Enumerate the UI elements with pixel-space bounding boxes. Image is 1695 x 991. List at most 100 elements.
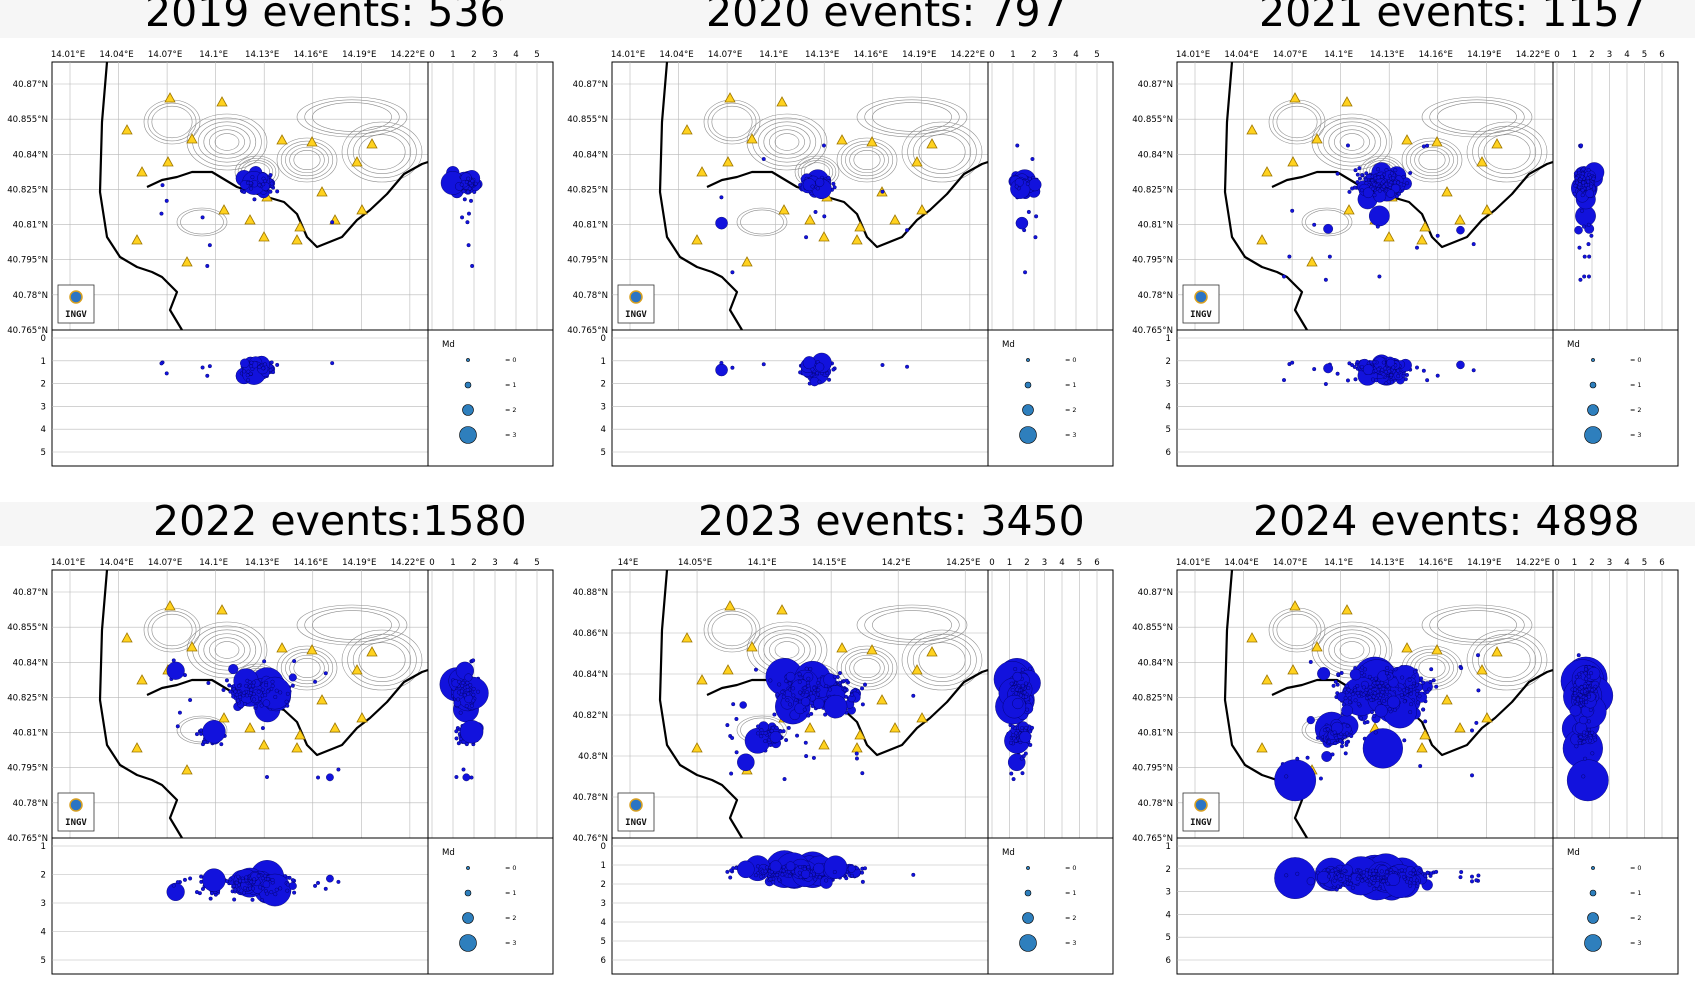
legend-label: = 1	[505, 889, 516, 897]
side-depth-tick: 5	[1094, 50, 1099, 60]
depth-tick-label: 3	[41, 402, 46, 412]
epicenter-marker	[1295, 757, 1299, 761]
epicenter-marker	[1371, 187, 1375, 191]
section-event-marker	[466, 692, 470, 696]
legend-label: = 2	[505, 406, 516, 414]
section-event-marker	[275, 888, 279, 892]
section-event-marker	[1027, 686, 1031, 690]
logo-text: INGV	[625, 818, 647, 828]
side-depth-tick: 0	[989, 558, 994, 568]
section-event-marker	[242, 891, 246, 895]
epicenter-marker	[262, 660, 266, 664]
side-depth-tick: 3	[492, 558, 497, 568]
epicenter-marker	[827, 176, 831, 180]
section-event-marker	[466, 688, 470, 692]
epicenter-marker	[787, 726, 791, 730]
epicenter-marker	[773, 713, 777, 717]
epicenter-marker	[1376, 681, 1380, 685]
lon-tick-label: 14.1°E	[199, 50, 228, 60]
epicenter-marker	[257, 690, 261, 694]
epicenter-marker	[292, 659, 296, 663]
lon-tick-label: 14.22°E	[391, 558, 425, 568]
legend-label: = 1	[1065, 889, 1076, 897]
section-event-marker	[1030, 726, 1034, 730]
ingv-logo: INGV	[1183, 793, 1219, 831]
epicenter-marker	[263, 700, 270, 707]
lon-tick-label: 14.01°E	[611, 50, 645, 60]
epicenter-marker	[806, 684, 810, 688]
epicenter-marker	[1339, 739, 1343, 743]
section-event-marker	[754, 873, 758, 877]
magnitude-legend: Md= 0= 1= 2= 3	[988, 838, 1113, 974]
section-event-marker	[1578, 246, 1582, 250]
epicenter-marker	[1340, 744, 1344, 748]
lat-tick-label: 40.84°N	[573, 150, 608, 160]
depth-tick-label: 3	[601, 402, 606, 412]
lon-tick-label: 14.2°E	[882, 558, 911, 568]
epicenter-marker	[1382, 185, 1386, 189]
section-event-marker	[1405, 373, 1409, 377]
magnitude-legend: Md= 0= 1= 2= 3	[428, 838, 553, 974]
legend-title: Md	[1567, 340, 1580, 350]
section-event-marker	[1415, 366, 1419, 370]
side-depth-tick: 5	[534, 558, 539, 568]
section-event-marker	[1324, 382, 1328, 386]
section-event-marker	[232, 898, 236, 902]
section-event-marker	[1023, 691, 1027, 695]
epicenter-marker	[803, 708, 807, 712]
epicenter-marker	[1309, 660, 1313, 664]
epicenter-marker	[1459, 666, 1463, 670]
epicenter-marker	[1365, 181, 1369, 185]
section-event-marker	[232, 884, 236, 888]
lat-tick-label: 40.795°N	[1132, 256, 1173, 266]
epicenter-marker	[238, 695, 242, 699]
section-event-marker	[1581, 181, 1585, 185]
section-event-marker	[469, 199, 473, 203]
epicenter-marker	[1369, 206, 1389, 226]
logo-text: INGV	[1190, 310, 1212, 320]
epicenter-marker	[188, 698, 192, 702]
section-event-marker	[881, 363, 885, 367]
epicenter-marker	[1357, 702, 1361, 706]
epicenter-marker	[1312, 223, 1316, 227]
section-event-marker	[1580, 209, 1584, 213]
section-event-marker	[1023, 270, 1027, 274]
epicenter-marker	[1405, 181, 1409, 185]
depth-tick-label: 1	[601, 861, 606, 871]
section-event-marker	[476, 690, 480, 694]
epicenter-marker	[1400, 693, 1404, 697]
section-event-marker	[1586, 176, 1590, 180]
legend-marker	[1590, 382, 1596, 388]
lat-tick-label: 40.81°N	[13, 221, 48, 231]
section-event-marker	[756, 865, 760, 869]
section-event-marker	[176, 880, 180, 884]
side-depth-tick: 1	[450, 50, 455, 60]
depth-tick-label: 4	[601, 425, 606, 435]
section-event-marker	[1282, 378, 1286, 382]
section-event-marker	[250, 361, 254, 365]
epicenter-marker	[783, 777, 787, 781]
section-event-marker	[463, 774, 470, 781]
map-frame	[52, 62, 428, 330]
panel-title-2019: 2019 events: 536	[145, 0, 506, 36]
section-event-marker	[1573, 192, 1577, 196]
epicenter-marker	[1412, 675, 1416, 679]
lon-tick-label: 14.16°E	[1419, 558, 1453, 568]
legend-marker	[1025, 382, 1031, 388]
section-event-marker	[1582, 167, 1586, 171]
epicenter-marker	[720, 196, 724, 200]
epicenter-marker	[1288, 255, 1292, 259]
epicenter-marker	[855, 757, 859, 761]
ingv-logo: INGV	[58, 793, 94, 831]
epicenter-marker	[270, 182, 274, 186]
lon-tick-label: 14.01°E	[1176, 50, 1210, 60]
legend-label: = 0	[505, 356, 516, 364]
section-event-marker	[201, 366, 205, 370]
section-event-marker	[456, 698, 460, 702]
depth-tick-label: 5	[601, 937, 606, 947]
section-event-marker	[1389, 373, 1393, 377]
epicenter-marker	[271, 684, 275, 688]
